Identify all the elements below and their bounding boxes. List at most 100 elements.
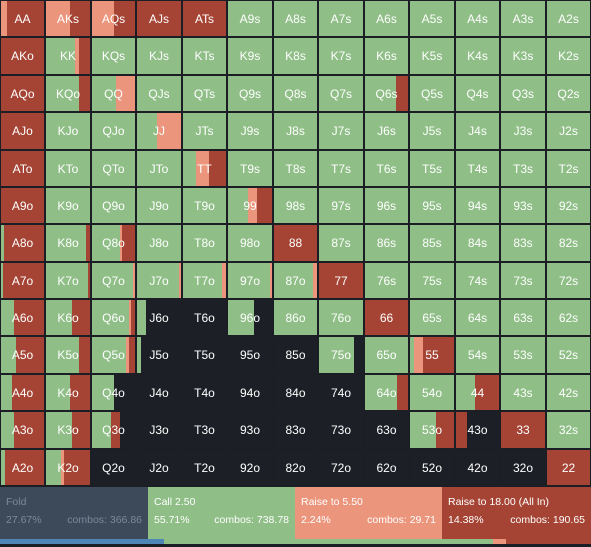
hand-cell-93o[interactable]: 93o bbox=[228, 412, 272, 448]
hand-cell-84o[interactable]: 84o bbox=[274, 375, 317, 410]
hand-cell-K5s[interactable]: K5s bbox=[410, 38, 454, 74]
hand-cell-94s[interactable]: 94s bbox=[456, 188, 499, 223]
hand-cell-A6s[interactable]: A6s bbox=[365, 1, 408, 36]
hand-cell-32s[interactable]: 32s bbox=[547, 412, 590, 448]
hand-cell-K6s[interactable]: K6s bbox=[365, 38, 408, 74]
hand-cell-K6o[interactable]: K6o bbox=[46, 300, 90, 335]
hand-cell-JTs[interactable]: JTs bbox=[183, 113, 226, 149]
hand-cell-T6s[interactable]: T6s bbox=[365, 151, 408, 186]
hand-cell-64o[interactable]: 64o bbox=[365, 375, 408, 410]
hand-cell-QTo[interactable]: QTo bbox=[92, 151, 135, 186]
hand-cell-JJ[interactable]: JJ bbox=[137, 113, 181, 149]
hand-cell-95o[interactable]: 95o bbox=[228, 337, 272, 373]
hand-cell-66[interactable]: 66 bbox=[365, 300, 408, 335]
hand-cell-J5s[interactable]: J5s bbox=[410, 113, 454, 149]
hand-cell-55[interactable]: 55 bbox=[410, 337, 454, 373]
hand-cell-QQ[interactable]: QQ bbox=[92, 76, 135, 111]
hand-cell-AA[interactable]: AA bbox=[1, 1, 44, 36]
hand-cell-83o[interactable]: 83o bbox=[274, 412, 317, 448]
hand-cell-K9o[interactable]: K9o bbox=[46, 188, 90, 223]
hand-cell-T6o[interactable]: T6o bbox=[183, 300, 226, 335]
hand-cell-62s[interactable]: 62s bbox=[547, 300, 590, 335]
hand-cell-Q8s[interactable]: Q8s bbox=[274, 76, 317, 111]
hand-cell-Q4o[interactable]: Q4o bbox=[92, 375, 135, 410]
hand-cell-K2o[interactable]: K2o bbox=[46, 450, 90, 485]
hand-cell-99[interactable]: 99 bbox=[228, 188, 272, 223]
hand-cell-62o[interactable]: 62o bbox=[365, 450, 408, 485]
hand-cell-82o[interactable]: 82o bbox=[274, 450, 317, 485]
hand-cell-22[interactable]: 22 bbox=[547, 450, 590, 485]
hand-cell-Q9o[interactable]: Q9o bbox=[92, 188, 135, 223]
hand-cell-T7s[interactable]: T7s bbox=[319, 151, 363, 186]
hand-cell-A3o[interactable]: A3o bbox=[1, 412, 44, 448]
hand-cell-T7o[interactable]: T7o bbox=[183, 263, 226, 298]
hand-cell-52s[interactable]: 52s bbox=[547, 337, 590, 373]
hand-cell-J5o[interactable]: J5o bbox=[137, 337, 181, 373]
hand-cell-T8o[interactable]: T8o bbox=[183, 225, 226, 261]
legend-raise-allin[interactable]: Raise to 18.00 (All In) 14.38% combos: 1… bbox=[442, 487, 591, 539]
hand-cell-73o[interactable]: 73o bbox=[319, 412, 363, 448]
hand-cell-88[interactable]: 88 bbox=[274, 225, 317, 261]
hand-cell-T2s[interactable]: T2s bbox=[547, 151, 590, 186]
hand-cell-Q7s[interactable]: Q7s bbox=[319, 76, 363, 111]
hand-cell-74o[interactable]: 74o bbox=[319, 375, 363, 410]
hand-cell-KQs[interactable]: KQs bbox=[92, 38, 135, 74]
hand-cell-K9s[interactable]: K9s bbox=[228, 38, 272, 74]
hand-cell-87o[interactable]: 87o bbox=[274, 263, 317, 298]
hand-cell-A6o[interactable]: A6o bbox=[1, 300, 44, 335]
hand-cell-K4o[interactable]: K4o bbox=[46, 375, 90, 410]
hand-cell-Q9s[interactable]: Q9s bbox=[228, 76, 272, 111]
hand-cell-A9s[interactable]: A9s bbox=[228, 1, 272, 36]
hand-cell-J2o[interactable]: J2o bbox=[137, 450, 181, 485]
hand-cell-K8o[interactable]: K8o bbox=[46, 225, 90, 261]
hand-cell-J3s[interactable]: J3s bbox=[501, 113, 545, 149]
hand-cell-J2s[interactable]: J2s bbox=[547, 113, 590, 149]
hand-cell-K3o[interactable]: K3o bbox=[46, 412, 90, 448]
hand-cell-65s[interactable]: 65s bbox=[410, 300, 454, 335]
hand-cell-Q6s[interactable]: Q6s bbox=[365, 76, 408, 111]
hand-cell-83s[interactable]: 83s bbox=[501, 225, 545, 261]
hand-cell-44[interactable]: 44 bbox=[456, 375, 499, 410]
hand-cell-K3s[interactable]: K3s bbox=[501, 38, 545, 74]
hand-cell-T5o[interactable]: T5o bbox=[183, 337, 226, 373]
hand-cell-KJo[interactable]: KJo bbox=[46, 113, 90, 149]
hand-cell-95s[interactable]: 95s bbox=[410, 188, 454, 223]
hand-cell-Q5s[interactable]: Q5s bbox=[410, 76, 454, 111]
hand-cell-A8o[interactable]: A8o bbox=[1, 225, 44, 261]
hand-cell-T8s[interactable]: T8s bbox=[274, 151, 317, 186]
hand-cell-K4s[interactable]: K4s bbox=[456, 38, 499, 74]
hand-cell-32o[interactable]: 32o bbox=[501, 450, 545, 485]
hand-cell-J6s[interactable]: J6s bbox=[365, 113, 408, 149]
hand-cell-T9o[interactable]: T9o bbox=[183, 188, 226, 223]
hand-cell-96o[interactable]: 96o bbox=[228, 300, 272, 335]
hand-cell-A3s[interactable]: A3s bbox=[501, 1, 545, 36]
hand-cell-AQs[interactable]: AQs bbox=[92, 1, 135, 36]
hand-cell-ATo[interactable]: ATo bbox=[1, 151, 44, 186]
hand-cell-Q2o[interactable]: Q2o bbox=[92, 450, 135, 485]
hand-cell-Q3s[interactable]: Q3s bbox=[501, 76, 545, 111]
hand-cell-75s[interactable]: 75s bbox=[410, 263, 454, 298]
hand-cell-AJo[interactable]: AJo bbox=[1, 113, 44, 149]
hand-cell-72s[interactable]: 72s bbox=[547, 263, 590, 298]
hand-cell-96s[interactable]: 96s bbox=[365, 188, 408, 223]
hand-cell-JTo[interactable]: JTo bbox=[137, 151, 181, 186]
hand-cell-87s[interactable]: 87s bbox=[319, 225, 363, 261]
hand-cell-42s[interactable]: 42s bbox=[547, 375, 590, 410]
legend-raise-small[interactable]: Raise to 5.50 2.24% combos: 29.71 bbox=[295, 487, 442, 539]
hand-cell-76o[interactable]: 76o bbox=[319, 300, 363, 335]
hand-cell-T4o[interactable]: T4o bbox=[183, 375, 226, 410]
hand-cell-J6o[interactable]: J6o bbox=[137, 300, 181, 335]
hand-cell-J8s[interactable]: J8s bbox=[274, 113, 317, 149]
hand-cell-T2o[interactable]: T2o bbox=[183, 450, 226, 485]
hand-cell-J9o[interactable]: J9o bbox=[137, 188, 181, 223]
hand-cell-73s[interactable]: 73s bbox=[501, 263, 545, 298]
hand-cell-A5o[interactable]: A5o bbox=[1, 337, 44, 373]
hand-cell-J4s[interactable]: J4s bbox=[456, 113, 499, 149]
hand-cell-T3o[interactable]: T3o bbox=[183, 412, 226, 448]
hand-cell-Q5o[interactable]: Q5o bbox=[92, 337, 135, 373]
hand-cell-J7s[interactable]: J7s bbox=[319, 113, 363, 149]
hand-cell-K2s[interactable]: K2s bbox=[547, 38, 590, 74]
hand-cell-KJs[interactable]: KJs bbox=[137, 38, 181, 74]
hand-cell-77[interactable]: 77 bbox=[319, 263, 363, 298]
hand-cell-A5s[interactable]: A5s bbox=[410, 1, 454, 36]
